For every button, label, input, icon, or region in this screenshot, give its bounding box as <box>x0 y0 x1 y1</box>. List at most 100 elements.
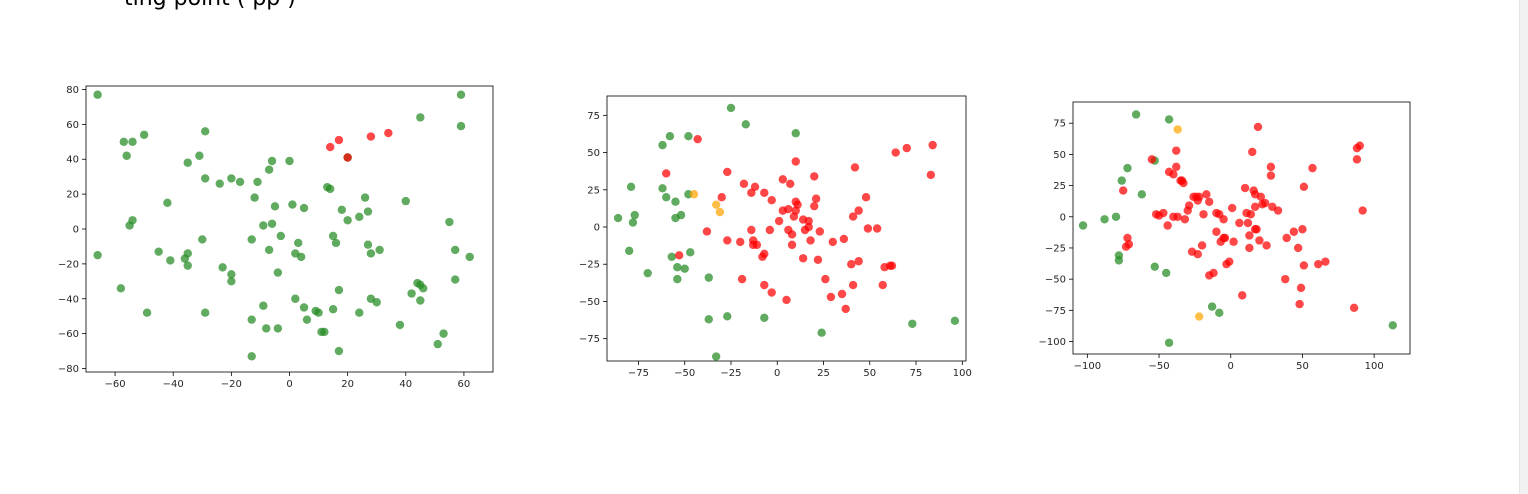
scatter-point-red <box>343 153 352 162</box>
scatter-point-green <box>267 156 277 166</box>
scatter-point-red <box>737 274 747 284</box>
y-tick-label: −50 <box>579 297 600 308</box>
scatter-point-green <box>671 197 680 206</box>
scatter-point-red <box>765 225 775 235</box>
scatter-point-green <box>1207 302 1217 311</box>
scatter-point-green <box>122 151 131 160</box>
scatter-point-green <box>658 184 667 193</box>
x-tick-label: 0 <box>774 368 780 379</box>
scatter-point-green <box>334 346 344 356</box>
scatter-point-red <box>1298 225 1307 234</box>
scatter-point-red <box>1202 190 1211 199</box>
scatter-point-red <box>1266 162 1276 172</box>
scatter-point-red <box>739 179 749 189</box>
y-tick-label: 0 <box>594 223 600 234</box>
scatter-point-red <box>1253 122 1263 132</box>
scatter-point-red <box>760 249 769 259</box>
scatter-point-red <box>1245 243 1254 253</box>
x-tick-label: 50 <box>1296 361 1309 372</box>
scatter-point-red <box>839 234 849 244</box>
scatter-point-green <box>200 127 210 136</box>
scatter-point-red <box>784 225 793 235</box>
x-tick-label: −20 <box>221 379 242 390</box>
scatter-point-green <box>711 352 721 361</box>
scatter-point-green <box>613 213 623 223</box>
scatter-point-green <box>128 137 137 147</box>
scatter-point-red <box>791 157 800 166</box>
scatter-point-green <box>154 247 163 256</box>
scatter-point-red <box>1169 170 1178 179</box>
scatter-point-red <box>1243 218 1253 228</box>
scatter-point-red <box>1349 303 1359 313</box>
scatter-point-red <box>1212 227 1221 236</box>
scatter-point-green <box>291 294 300 303</box>
y-tick-label: 60 <box>66 120 79 131</box>
scatter-point-green <box>250 193 259 202</box>
scatter-point-green <box>343 216 352 225</box>
scatter-point-red <box>723 167 732 177</box>
scatter-point-red <box>837 289 847 299</box>
scatter-point-red <box>767 288 776 297</box>
scatter-point-green <box>1114 251 1124 260</box>
scatter-point-green <box>320 327 329 337</box>
scatter-point-green <box>334 285 344 295</box>
scatter-point-green <box>908 319 917 328</box>
scatter-point-red <box>800 225 810 235</box>
scatter-point-green <box>667 252 676 261</box>
scatter-point-red <box>902 143 911 153</box>
scatter-point-green <box>337 205 347 215</box>
scatter-point-green <box>235 177 245 187</box>
y-tick-label: 0 <box>1060 212 1066 223</box>
scatter-point-red <box>1282 233 1291 243</box>
scatter-point-green <box>183 249 192 258</box>
scatter-point-red <box>1266 171 1276 180</box>
scatter-point-green <box>760 313 769 323</box>
scatter-point-green <box>247 315 256 324</box>
scatter-point-red <box>1268 202 1277 211</box>
scatter-point-red <box>926 170 936 180</box>
scatter-point-green <box>1100 215 1109 224</box>
scatter-point-red <box>662 169 671 178</box>
y-tick-label: −75 <box>579 334 600 345</box>
scatter-point-green <box>626 182 636 192</box>
vertical-scrollbar[interactable] <box>1519 0 1528 494</box>
scatter-point-green <box>704 273 713 282</box>
scatter-point-red <box>1250 190 1260 199</box>
scatter-point-red <box>854 257 863 266</box>
scatter-point-red <box>784 204 793 214</box>
plot-frame <box>1072 101 1411 355</box>
scatter-point-green <box>1123 163 1132 173</box>
x-tick-label: 20 <box>341 379 354 390</box>
y-tick-label: −40 <box>58 294 79 305</box>
scatter-point-red <box>1248 147 1257 157</box>
scatter-point-green <box>253 177 262 187</box>
scatter-point-green <box>395 320 405 330</box>
scatter-point-green <box>227 277 236 286</box>
scatter-point-red <box>767 196 776 205</box>
scatter-point-green <box>267 219 277 228</box>
scatter-point-red <box>674 251 684 260</box>
scatter-point-red <box>887 261 897 270</box>
scatter-point-green <box>328 305 338 314</box>
x-tick-label: −75 <box>628 368 649 379</box>
scatter-point-green <box>658 140 667 150</box>
scatter-point-red <box>848 212 858 221</box>
scatter-point-green <box>195 151 204 160</box>
y-tick-label: −100 <box>1039 337 1066 348</box>
y-tick-label: 75 <box>587 111 600 122</box>
scatter-point-green <box>1215 308 1224 318</box>
scatter-point-orange <box>715 207 725 217</box>
scatter-point-green <box>259 301 268 310</box>
scatter-point-green <box>686 248 695 257</box>
scatter-point-green <box>680 264 689 273</box>
scatter-point-red <box>1222 259 1231 269</box>
y-tick-label: 50 <box>587 148 600 159</box>
scatter-point-red <box>810 201 819 211</box>
scatter-point-green <box>125 221 134 230</box>
scatter-point-red <box>828 237 837 247</box>
scatter-point-green <box>445 217 454 227</box>
scatter-point-green <box>296 252 306 262</box>
scatter-point-green <box>273 268 283 277</box>
y-tick-label: −25 <box>579 260 600 271</box>
